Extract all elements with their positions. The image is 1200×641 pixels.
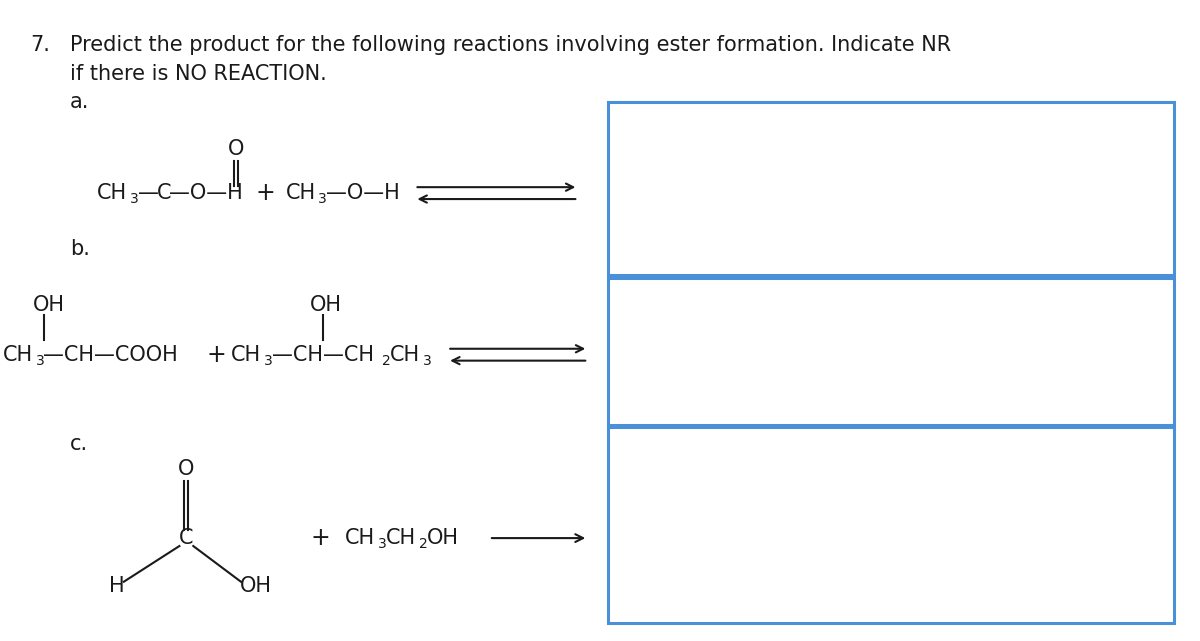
Text: CH: CH xyxy=(346,528,376,548)
Text: —CH—CH: —CH—CH xyxy=(271,345,373,365)
Text: 3: 3 xyxy=(318,192,328,206)
Text: —: — xyxy=(138,183,158,203)
Text: 2: 2 xyxy=(382,354,390,368)
Text: C: C xyxy=(179,528,193,548)
Text: CH: CH xyxy=(286,183,316,203)
Text: CH: CH xyxy=(2,345,32,365)
Text: +: + xyxy=(311,526,330,550)
Text: —O—H: —O—H xyxy=(326,183,400,203)
Text: 3: 3 xyxy=(378,537,386,551)
Text: 3: 3 xyxy=(130,192,138,206)
Text: 7.: 7. xyxy=(30,35,50,54)
Text: a.: a. xyxy=(71,92,90,112)
Bar xyxy=(608,427,1174,623)
Text: OH: OH xyxy=(32,295,65,315)
Text: CH: CH xyxy=(230,345,262,365)
Text: Predict the product for the following reactions involving ester formation. Indic: Predict the product for the following re… xyxy=(71,35,952,54)
Text: O: O xyxy=(228,140,244,160)
Text: 3: 3 xyxy=(422,354,431,368)
Text: —CH—COOH: —CH—COOH xyxy=(43,345,179,365)
Text: b.: b. xyxy=(71,238,90,258)
Text: CH: CH xyxy=(390,345,420,365)
Text: —O—H: —O—H xyxy=(169,183,244,203)
Text: c.: c. xyxy=(71,434,89,454)
Text: OH: OH xyxy=(311,295,342,315)
Text: +: + xyxy=(206,343,226,367)
Text: CH: CH xyxy=(97,183,127,203)
Text: H: H xyxy=(109,576,125,595)
Text: O: O xyxy=(178,459,194,479)
Text: 3: 3 xyxy=(264,354,272,368)
Text: 2: 2 xyxy=(419,537,427,551)
Text: 3: 3 xyxy=(36,354,44,368)
Text: +: + xyxy=(256,181,276,205)
Text: if there is NO REACTION.: if there is NO REACTION. xyxy=(71,64,326,84)
Text: C: C xyxy=(156,183,172,203)
Bar xyxy=(608,278,1174,425)
Text: OH: OH xyxy=(426,528,458,548)
Text: OH: OH xyxy=(240,576,271,595)
Text: CH: CH xyxy=(385,528,416,548)
Bar xyxy=(608,102,1174,276)
